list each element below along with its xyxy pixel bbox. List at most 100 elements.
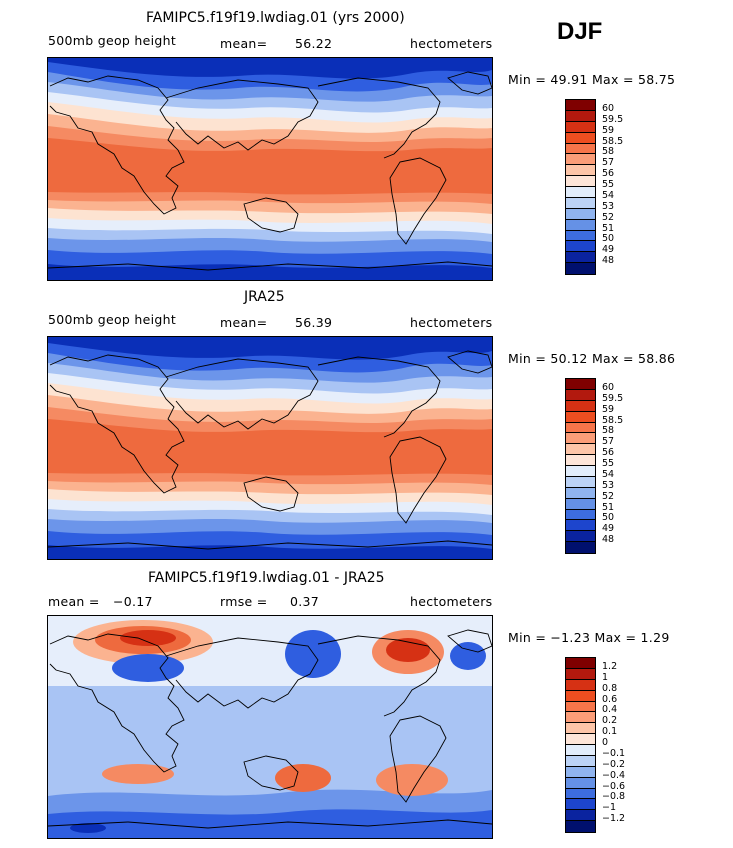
colorbar-tick-label: 51 [602,222,615,234]
panel3-rmse-value: 0.37 [290,594,320,609]
colorbar-tick-label: 52 [602,211,615,223]
colorbar-segment [566,143,595,155]
coast-greenland [447,71,492,95]
colorbar-tick-label: 49 [602,244,615,256]
panel2-mean-value: 56.39 [295,315,333,330]
colorbar-tick-label: 59 [602,124,615,136]
colorbar-tick-label: −0.1 [602,747,626,759]
colorbar-tick-label: 58 [602,146,615,158]
colorbar-segment [566,734,595,745]
colorbar-tick-label: 53 [602,200,615,212]
colorbar-segment [566,400,595,412]
panel1-title: FAMIPC5.f19f19.lwdiag.01 (yrs 2000) [146,10,405,26]
colorbar-segment [566,766,595,778]
colorbar-tick-label: 58 [602,425,615,437]
colorbar-segment [566,498,595,510]
anomaly-blue [112,654,184,682]
colorbar-tick-label: 49 [602,523,615,535]
coastlines [48,629,492,829]
colorbar-tick-label: −0.4 [602,769,626,781]
colorbar-tick-label: 0.8 [602,682,618,694]
panel2-minmax: Min = 50.12 Max = 58.86 [508,351,676,366]
panel1-contour-field [48,58,492,280]
colorbar-segment [566,777,595,789]
colorbar-segment [566,230,595,242]
colorbar-tick-label: 56 [602,447,615,459]
colorbar-tick-label: 58.5 [602,135,624,147]
panel3-mean-label: mean = [48,594,100,609]
coast-australia [243,197,299,233]
colorbar-tick-label: 59.5 [602,113,624,125]
colorbar-tick-label: 60 [602,102,615,114]
colorbar-tick-label: 1 [602,671,609,683]
colorbar-segment [566,433,595,445]
colorbar-segment [566,110,595,122]
colorbar-tick-label: 1.2 [602,660,618,672]
colorbar-tick-label: −0.2 [602,758,626,770]
panel2-contour-field [48,337,492,559]
colorbar-segment [566,755,595,767]
colorbar-tick-label: 55 [602,458,615,469]
coast-south-america [389,715,447,803]
panel1-mean-label: mean= [220,36,268,51]
colorbar-tick-label: 58.5 [602,414,624,426]
colorbar-tick-label: 56 [602,168,615,180]
colorbar-segment [566,176,595,187]
colorbar-tick-label: 50 [602,233,615,245]
colorbar-tick-label: 0.2 [602,715,618,727]
colorbar-segment [566,132,595,144]
colorbar-segment [566,422,595,434]
coast-australia [243,476,299,512]
colorbar-segment [566,121,595,133]
panel2-mean-label: mean= [220,315,268,330]
coast-asia [165,79,319,151]
colorbar-segment [566,821,595,832]
panel2-map [47,336,493,560]
colorbar-segment [566,799,595,811]
panel2-units-label: hectometers [410,315,493,330]
colorbar-segment [566,252,595,264]
colorbar-tick-label: −1.2 [602,813,626,825]
anomaly-deep-blue [70,823,106,833]
colorbar-segment [566,389,595,401]
colorbar-segment [566,531,595,543]
coast-asia [165,637,319,709]
colorbar-tick-label: 59 [602,403,615,415]
colorbar-tick-label: 0.6 [602,693,618,705]
colorbar-segment [566,476,595,488]
panel1-colorbar [565,99,596,275]
colorbar-segment [566,444,595,456]
colorbar-segment [566,520,595,532]
colorbar-tick-label: 0 [602,737,609,748]
panel3-mean-value: −0.17 [113,594,153,609]
coast-australia [243,755,299,791]
colorbar-segment [566,455,595,466]
panel3-map [47,615,493,839]
coast-north-america [317,356,441,438]
colorbar-tick-label: 48 [602,534,615,546]
panel3-minmax: Min = −1.23 Max = 1.29 [508,630,670,645]
colorbar-segment [566,100,595,111]
colorbar-segment [566,187,595,198]
colorbar-segment [566,509,595,521]
season-label: DJF [557,18,603,45]
coast-greenland [447,350,492,374]
colorbar-segment [566,679,595,691]
colorbar-segment [566,165,595,177]
colorbar-segment [566,658,595,669]
colorbar-tick-label: 52 [602,490,615,502]
coast-antarctica [48,819,492,829]
panel3-colorbar [565,657,596,833]
colorbar-segment [566,208,595,220]
coast-antarctica [48,540,492,550]
colorbar-tick-label: 0.1 [602,726,618,738]
coast-south-america [389,157,447,245]
colorbar-tick-label: −0.8 [602,791,626,803]
colorbar-tick-label: 53 [602,479,615,491]
colorbar-segment [566,810,595,822]
colorbar-tick-label: 55 [602,179,615,190]
panel3-title: FAMIPC5.f19f19.lwdiag.01 - JRA25 [148,570,385,586]
colorbar-tick-label: 50 [602,512,615,524]
colorbar-tick-label: 54 [602,468,615,480]
panel2-title: JRA25 [244,289,285,305]
